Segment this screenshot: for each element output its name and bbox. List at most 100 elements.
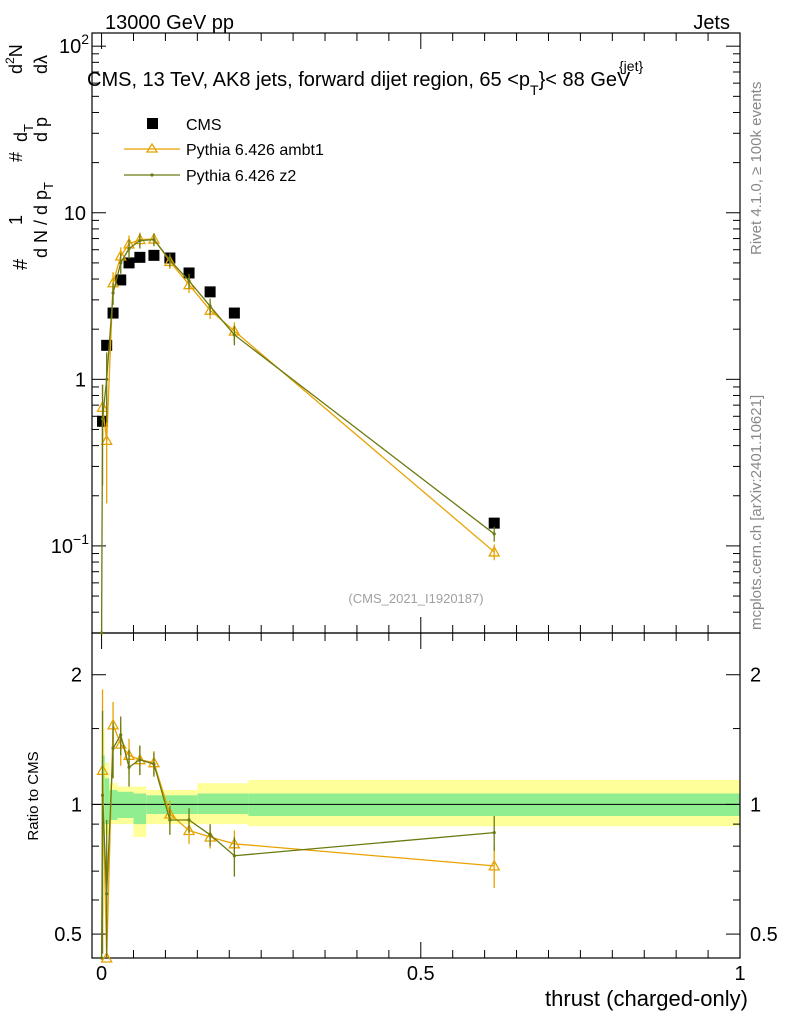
ylabel-den: d N / d p (31, 190, 51, 258)
svg-text:dT: dT (11, 124, 36, 142)
z2-point-5 (127, 246, 131, 251)
cms-point-5 (134, 251, 146, 263)
ylabel-N: N (6, 44, 26, 57)
z2-point-9 (187, 279, 191, 283)
source-label: mcplots.cern.ch [arXiv:2401.10621] (748, 395, 765, 630)
band-inner-6 (197, 793, 249, 815)
title-suffix: }< 88 GeV (539, 69, 631, 91)
ambt1-point-11 (488, 545, 501, 557)
ratio-ylabel: Ratio to CMS (25, 751, 42, 840)
z2-point-7 (152, 238, 156, 242)
x-axis-label: thrust (charged-only) (545, 986, 748, 1011)
title-prefix: CMS, 13 TeV, AK8 jets, forward dijet reg… (87, 69, 530, 91)
legend-cms-marker (147, 118, 158, 129)
cms-point-6 (148, 249, 160, 261)
ratio-ytick-label-left-2: 0.5 (54, 924, 82, 946)
ambt1-point-1 (100, 434, 113, 446)
ylabel-num-sub: T (21, 124, 36, 132)
z2-point-1 (100, 417, 105, 421)
band-inner-1 (104, 778, 110, 825)
ratio-z2-point-4 (119, 733, 123, 737)
main-ytick-label-1: 10 (64, 203, 86, 225)
ratio-ytick-label-left-1: 1 (71, 794, 82, 816)
energy-label: 13000 GeV pp (105, 12, 234, 34)
category-label: Jets (693, 12, 730, 34)
cms-point-9 (204, 286, 216, 298)
legend: CMS Pythia 6.426 ambt1 Pythia 6.426 z2 (124, 117, 324, 185)
cms-point-8 (183, 267, 195, 279)
ratio-z2-point-6 (138, 758, 142, 762)
legend-ambt1-marker (145, 142, 159, 153)
svg-text:d2N: d2N (3, 44, 26, 74)
cms-point-3 (115, 274, 127, 286)
z2-point-11 (232, 333, 236, 337)
x-tick-label-1: 0.5 (407, 963, 435, 985)
z2-point-12 (492, 532, 496, 536)
ratio-z2-point-12 (492, 831, 496, 835)
ratio-z2-point-5 (127, 765, 131, 769)
ylabel-hash2: # (6, 152, 26, 162)
ratio-axis-ticks: 0 0.5 12 21 10.5 0.5 (54, 633, 778, 985)
rivet-label: Rivet 4.1.0, ≥ 100k events (748, 82, 765, 255)
z2-point-0 (99, 631, 104, 635)
ylabel-sup2: 2 (3, 57, 17, 64)
ratio-z2-point-0 (99, 956, 104, 960)
ratio-z2-point-1 (100, 793, 105, 797)
legend-z2-label: Pythia 6.426 z2 (186, 168, 296, 185)
ratio-z2-line (100, 733, 495, 959)
ratio-ambt1-point-1 (100, 951, 113, 963)
ambt1-line (101, 238, 495, 553)
band-inner-2 (109, 790, 118, 821)
svg-text:d N / d pT: d N / d pT (31, 182, 56, 258)
ratio-ytick-label-right-0: 2 (750, 665, 761, 687)
main-ytick-label-3: 10−1 (51, 531, 89, 558)
ylabel-d: d (6, 64, 26, 74)
z2-point-3 (111, 291, 115, 295)
ratio-z2-point-3 (111, 746, 115, 750)
ratio-ambt1-point-11 (488, 859, 501, 871)
ratio-z2-point-10 (208, 833, 212, 837)
title-sup: {jet} (619, 58, 643, 74)
z2-point-10 (208, 304, 212, 308)
ylabel-lambda: dλ (31, 55, 51, 74)
ratio-ytick-label-right-1: 1 (750, 794, 761, 816)
ratio-ytick-label-right-2: 0.5 (750, 924, 778, 946)
ratio-z2-point-7 (152, 762, 156, 766)
ratio-z2-point-9 (187, 818, 191, 822)
ratio-z2-point-2 (105, 892, 109, 896)
z2-point-4 (119, 261, 123, 265)
main-data-marks (96, 232, 501, 635)
ylabel-one: 1 (6, 215, 26, 225)
title-sub: T (530, 82, 539, 98)
plot-title: CMS, 13 TeV, AK8 jets, forward dijet reg… (87, 58, 643, 98)
main-ytick-label-0: 102 (59, 31, 89, 58)
cms-point-11 (488, 517, 500, 529)
ratio-ambt1-point-8 (182, 824, 196, 836)
z2-line (100, 238, 495, 634)
band-inner-4 (133, 793, 147, 825)
x-tick-label-0: 0 (96, 963, 107, 985)
svg-text:d p: d p (31, 117, 51, 142)
ratio-data-marks (96, 689, 501, 963)
ratio-panel-frame (91, 632, 741, 959)
ratio-uncertainty-bands (92, 728, 740, 859)
legend-ambt1-label: Pythia 6.426 ambt1 (186, 142, 324, 159)
ylabel-numden: d p (31, 117, 51, 142)
z2-point-8 (168, 258, 172, 262)
z2-point-6 (138, 239, 142, 243)
ratio-ytick-label-left-0: 2 (71, 665, 82, 687)
x-tick-label-2: 1 (734, 963, 745, 985)
analysis-watermark: (CMS_2021_I1920187) (348, 591, 483, 606)
main-ylabel: # 1 d N / d pT # dT d p d2N dλ (3, 44, 56, 270)
ylabel-hash: # (10, 258, 32, 270)
ratio-z2-point-11 (232, 854, 236, 858)
legend-z2-marker (150, 173, 154, 177)
ylabel-den-sub: T (41, 182, 56, 190)
cms-point-4 (123, 257, 135, 269)
cms-point-10 (228, 307, 240, 319)
ratio-ambt1-line (101, 724, 495, 959)
svg-text:CMS, 13 TeV, AK8 jets, forward: CMS, 13 TeV, AK8 jets, forward dijet reg… (87, 69, 631, 98)
z2-point-2 (105, 377, 109, 381)
ratio-z2-point-8 (168, 818, 172, 822)
